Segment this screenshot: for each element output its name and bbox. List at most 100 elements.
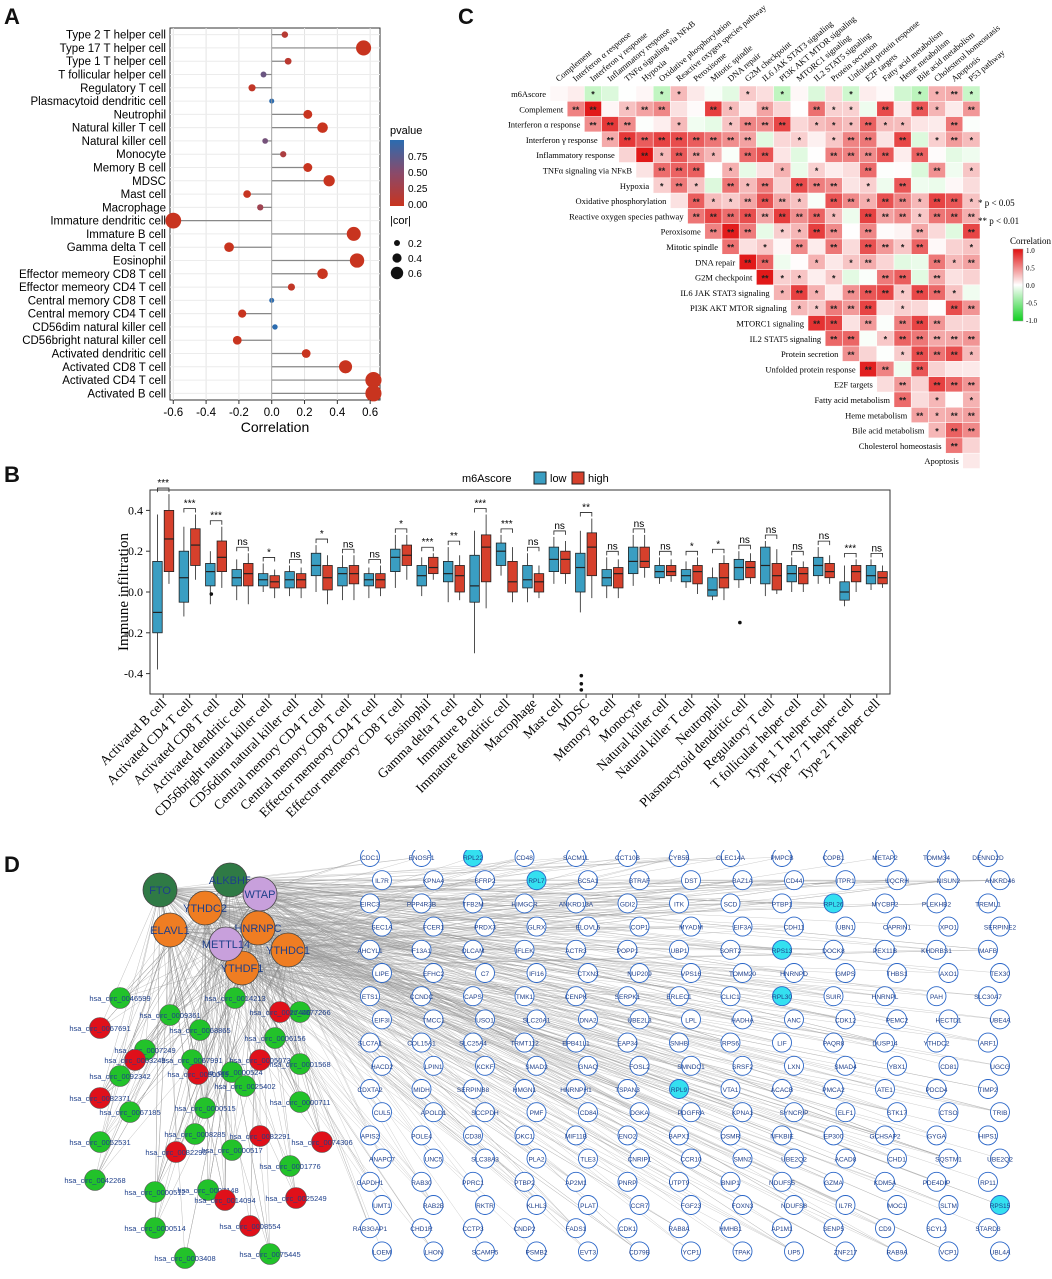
gene-node xyxy=(978,939,998,960)
gene-node xyxy=(835,1241,856,1262)
heatmap-cell xyxy=(842,177,860,194)
gene-node xyxy=(978,1032,998,1053)
category-label: Activated dendritic cell xyxy=(52,349,166,361)
heatmap-sig: ** xyxy=(968,304,976,314)
sig-bracket xyxy=(315,538,328,544)
heatmap-sig: * xyxy=(780,273,784,283)
y-tick-label: 0.0 xyxy=(128,585,143,599)
gene-label: PTBP1 xyxy=(772,901,793,908)
heatmap-row-label: Reactive oxygen species pathway xyxy=(569,211,684,221)
lollipop-point xyxy=(303,109,313,119)
circrna-node-down xyxy=(189,1019,211,1041)
heatmap-cell xyxy=(601,101,620,117)
gene-node xyxy=(823,1218,844,1239)
gene-label: CHD1R xyxy=(410,1226,433,1233)
gene-label: CDH11 xyxy=(784,925,805,932)
category-label: CD56bright natural killer cell xyxy=(22,335,166,347)
heatmap-sig: * xyxy=(849,258,853,268)
heatmap-cell xyxy=(945,269,964,286)
gene-label: DNA2 xyxy=(579,1017,597,1024)
sig-bracket xyxy=(289,559,302,564)
gene-node xyxy=(578,1102,598,1123)
heatmap-sig: ** xyxy=(813,212,821,222)
heatmap-cell xyxy=(945,177,964,194)
outlier-point xyxy=(579,682,584,686)
network-edge xyxy=(229,879,731,950)
gene-node xyxy=(823,986,844,1007)
outlier-point xyxy=(738,620,742,625)
heatmap-sig: ** xyxy=(847,334,855,344)
gene-label: CD81 xyxy=(940,1064,957,1071)
gene-node xyxy=(681,1009,701,1030)
gene-node xyxy=(360,1171,380,1192)
heatmap-cell xyxy=(876,345,895,362)
gene-label: ANKRD46 xyxy=(985,878,1015,885)
gene-node xyxy=(669,986,689,1007)
gene-label: RPL30 xyxy=(772,994,792,1001)
gene-label: BAPX1 xyxy=(669,1133,690,1140)
heatmap-cell xyxy=(962,269,981,286)
gene-node xyxy=(411,1171,432,1192)
heatmap-sig: * xyxy=(901,120,905,130)
gene-label: CCNDC xyxy=(410,994,434,1001)
circrna-node-down xyxy=(89,1131,111,1153)
heatmap-cell xyxy=(962,315,981,332)
sig-bracket xyxy=(685,550,698,556)
gene-label: HACD2 xyxy=(371,1064,393,1071)
gene-label: GAPDH1 xyxy=(357,1180,384,1187)
network-edge xyxy=(154,929,171,1229)
gene-label: FADS1 xyxy=(566,1226,587,1233)
gene-node xyxy=(423,1102,444,1123)
heatmap-sig: ** xyxy=(882,105,890,115)
heatmap-cell xyxy=(945,146,964,163)
gene-label: UBE2Q2 xyxy=(781,1157,807,1164)
gene-node xyxy=(720,1125,741,1146)
heatmap-sig: ** xyxy=(951,380,959,390)
gene-node xyxy=(578,1055,598,1076)
category-label: Central memory CD4 T cell xyxy=(28,309,166,321)
gene-label: SCCPDH xyxy=(471,1110,499,1117)
gene-label: COP1 xyxy=(631,925,649,932)
heatmap-cell xyxy=(928,223,946,240)
gene-node xyxy=(720,986,741,1007)
gene-node xyxy=(926,1125,947,1146)
sig-label: * xyxy=(320,529,324,540)
legend-title: m6Ascore xyxy=(462,473,512,485)
network-edge xyxy=(154,889,161,1229)
gene-label: HIPS1 xyxy=(979,1133,998,1140)
gene-label: SYNCRIP xyxy=(780,1110,809,1117)
heatmap-sig: * xyxy=(952,289,956,299)
heatmap-cell xyxy=(687,116,706,133)
heatmap-sig: * xyxy=(712,197,716,207)
gene-label: EFHC2 xyxy=(423,971,445,978)
gene-node xyxy=(823,1125,844,1146)
gene-node xyxy=(926,893,947,914)
gene-label: SRSF2 xyxy=(732,1064,753,1071)
gene-node xyxy=(732,1055,753,1076)
gene-label: GMPS xyxy=(836,971,856,978)
heatmap-sig: ** xyxy=(727,212,735,222)
gene-label: STARD3 xyxy=(975,1226,1001,1233)
network-edge xyxy=(225,943,680,1182)
heatmap-sig: ** xyxy=(916,365,924,375)
heatmap-sig: * xyxy=(626,105,630,115)
gene-label: DOCK8 xyxy=(822,948,845,955)
heatmap-sig: ** xyxy=(675,166,683,176)
gene-node xyxy=(423,1055,444,1076)
heatmap-sig: ** xyxy=(693,197,701,207)
gene-label: NDUFS5 xyxy=(769,1180,795,1187)
network-edge xyxy=(257,927,989,997)
network-edge xyxy=(225,943,898,1252)
gene-label: TOMM20 xyxy=(729,971,756,978)
network-edge xyxy=(287,949,846,1206)
heatmap-cell xyxy=(790,101,809,117)
heatmap-sig: * xyxy=(694,181,698,191)
circrna-node-down xyxy=(109,987,131,1009)
gene-node xyxy=(681,963,701,983)
category-label: Mast cell xyxy=(121,189,166,201)
category-label: Plasmacytoid dendritic cell xyxy=(30,96,166,108)
network-edge xyxy=(257,927,1001,1113)
cor-tick: 0.6 xyxy=(408,269,422,280)
gene-node xyxy=(514,1218,535,1239)
heatmap-sig: ** xyxy=(951,426,959,436)
